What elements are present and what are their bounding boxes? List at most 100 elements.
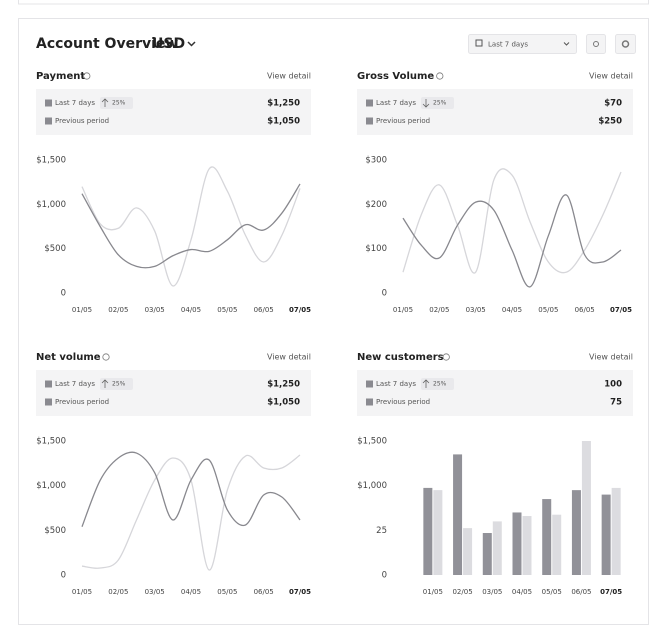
summary-box (36, 370, 311, 416)
legend-swatch (366, 99, 373, 107)
x-tick-label: 02/05 (452, 588, 472, 596)
x-tick-label: 06/05 (575, 306, 595, 314)
change-percent: 25% (112, 100, 126, 107)
trend-arrow (422, 99, 430, 108)
x-tick-label: 01/05 (423, 588, 443, 596)
currency-selector[interactable]: USD (152, 36, 185, 52)
x-tick-label: 02/05 (108, 588, 128, 596)
panel-title: Gross Volume (357, 71, 434, 82)
legend-swatch (366, 380, 373, 388)
panel-title: Net volume (36, 352, 101, 363)
date-range: Last 7 days (488, 41, 528, 49)
info-icon (102, 353, 110, 361)
x-tick-label: 03/05 (145, 306, 165, 314)
x-tick-label: 04/05 (181, 306, 201, 314)
bar (433, 490, 443, 575)
filter-button[interactable] (586, 34, 606, 54)
x-tick-label: 05/05 (538, 306, 558, 314)
y-tick-label: 0 (61, 571, 66, 581)
period-total: 75 (610, 398, 622, 408)
trend-arrow (422, 379, 430, 388)
period-total: $1,250 (267, 380, 300, 390)
x-tick-label: 03/05 (482, 588, 502, 596)
x-tick-label: 07/05 (610, 306, 632, 314)
bar (482, 533, 492, 575)
legend-swatch (366, 398, 373, 406)
bar (522, 516, 532, 575)
x-tick-label: 06/05 (254, 306, 274, 314)
y-tick-label: $200 (365, 200, 387, 210)
change-badge (100, 97, 133, 109)
settings-icon (621, 40, 630, 48)
x-tick-label: 03/05 (466, 306, 486, 314)
previous-card (18, 0, 649, 5)
x-tick-label: 01/05 (393, 306, 413, 314)
y-tick-label: 0 (382, 571, 387, 581)
info-icon (442, 353, 450, 361)
x-tick-label: 07/05 (600, 588, 622, 596)
view-detail-link[interactable]: View detail (267, 72, 311, 81)
period-total: $70 (604, 99, 622, 109)
legend-label: Previous period (55, 398, 109, 406)
bar (601, 494, 611, 575)
series-line (402, 194, 622, 288)
info-icon (436, 72, 444, 80)
info-icon (83, 72, 91, 80)
x-tick-label: 04/05 (502, 306, 522, 314)
legend-swatch (45, 117, 52, 125)
legend-label: Last 7 days (55, 99, 95, 107)
bar (463, 528, 473, 575)
filter-icon (593, 41, 599, 47)
bar (453, 454, 463, 575)
date-dropdown[interactable] (468, 34, 577, 54)
bar (611, 487, 621, 575)
panel-title: Payment (36, 71, 85, 82)
view-detail-link[interactable]: View detail (589, 72, 633, 81)
legend-label: Previous period (376, 398, 430, 406)
bar (571, 490, 581, 575)
summary-box (36, 89, 311, 135)
series-line (402, 168, 622, 274)
y-tick-label: $1,000 (357, 481, 387, 491)
caret (563, 42, 570, 46)
change-badge (421, 378, 454, 390)
x-tick-label: 04/05 (512, 588, 532, 596)
x-tick-label: 05/05 (542, 588, 562, 596)
summary-box (357, 370, 633, 416)
bar (581, 441, 591, 575)
view-detail-link[interactable]: View detail (589, 353, 633, 362)
change-percent: 25% (112, 381, 126, 388)
x-tick-label: 05/05 (217, 306, 237, 314)
legend-swatch (366, 117, 373, 125)
x-tick-label: 05/05 (217, 588, 237, 596)
period-total: $1,050 (267, 117, 300, 127)
y-tick-label: 25 (376, 526, 387, 536)
change-percent: 25% (433, 381, 447, 388)
x-tick-label: 07/05 (289, 306, 311, 314)
bar (552, 514, 562, 575)
period-total: $1,050 (267, 398, 300, 408)
x-tick-label: 06/05 (254, 588, 274, 596)
legend-swatch (45, 99, 52, 107)
legend-label: Last 7 days (55, 380, 95, 388)
period-total: 100 (604, 380, 622, 390)
y-tick-label: $500 (44, 244, 66, 254)
period-total: $1,250 (267, 99, 300, 109)
legend-label: Last 7 days (376, 99, 416, 107)
trend-arrow (101, 379, 109, 388)
change-badge (100, 378, 133, 390)
y-tick-label: $100 (365, 244, 387, 254)
y-tick-label: 0 (61, 289, 66, 299)
summary-box (357, 89, 633, 135)
settings-button[interactable] (615, 34, 636, 54)
period-total: $250 (598, 117, 622, 127)
bar (542, 499, 552, 575)
calendar-icon (475, 39, 483, 47)
view-detail-link[interactable]: View detail (267, 353, 311, 362)
x-tick-label: 01/05 (72, 306, 92, 314)
trend-arrow (101, 98, 109, 107)
legend-swatch (45, 380, 52, 388)
x-tick-label: 02/05 (429, 306, 449, 314)
change-percent: 25% (433, 100, 447, 107)
